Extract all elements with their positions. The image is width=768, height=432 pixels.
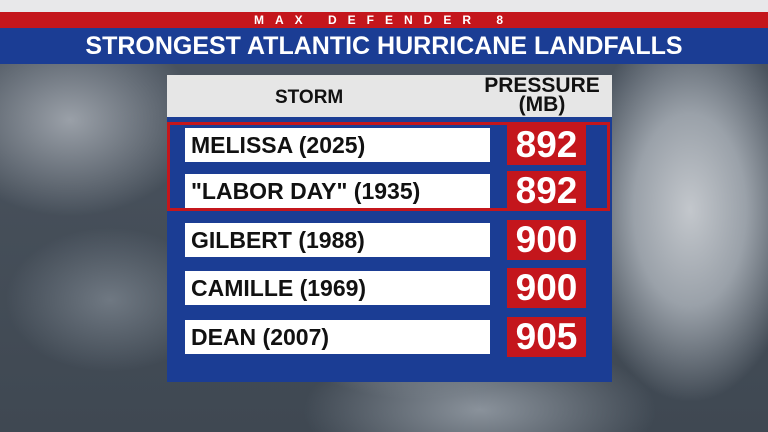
table-header: STORM PRESSURE (MB) xyxy=(167,75,612,117)
pressure-value: 892 xyxy=(507,125,586,165)
brand-banner: MAX DEFENDER 8 xyxy=(0,12,768,28)
pressure-value: 900 xyxy=(507,220,586,260)
header-pressure-label: PRESSURE xyxy=(484,74,600,97)
header-pressure-unit: (MB) xyxy=(518,93,566,116)
top-strip xyxy=(0,0,768,12)
table-row: CAMILLE (1969) 900 xyxy=(167,268,612,308)
table-row: "LABOR DAY" (1935) 892 xyxy=(167,171,612,211)
pressure-value: 900 xyxy=(507,268,586,308)
pressure-value: 905 xyxy=(507,317,586,357)
table-row: GILBERT (1988) 900 xyxy=(167,220,612,260)
table-row: MELISSA (2025) 892 xyxy=(167,125,612,165)
header-pressure: PRESSURE (MB) xyxy=(472,74,612,116)
storm-name: DEAN (2007) xyxy=(185,320,490,354)
table-row: DEAN (2007) 905 xyxy=(167,317,612,357)
storm-name: "LABOR DAY" (1935) xyxy=(185,174,490,208)
storm-name: CAMILLE (1969) xyxy=(185,271,490,305)
page-title: STRONGEST ATLANTIC HURRICANE LANDFALLS xyxy=(0,28,768,64)
storm-name: MELISSA (2025) xyxy=(185,128,490,162)
pressure-value: 892 xyxy=(507,171,586,211)
landfall-table: STORM PRESSURE (MB) MELISSA (2025) 892 "… xyxy=(167,75,612,382)
storm-name: GILBERT (1988) xyxy=(185,223,490,257)
header-storm: STORM xyxy=(275,87,344,108)
